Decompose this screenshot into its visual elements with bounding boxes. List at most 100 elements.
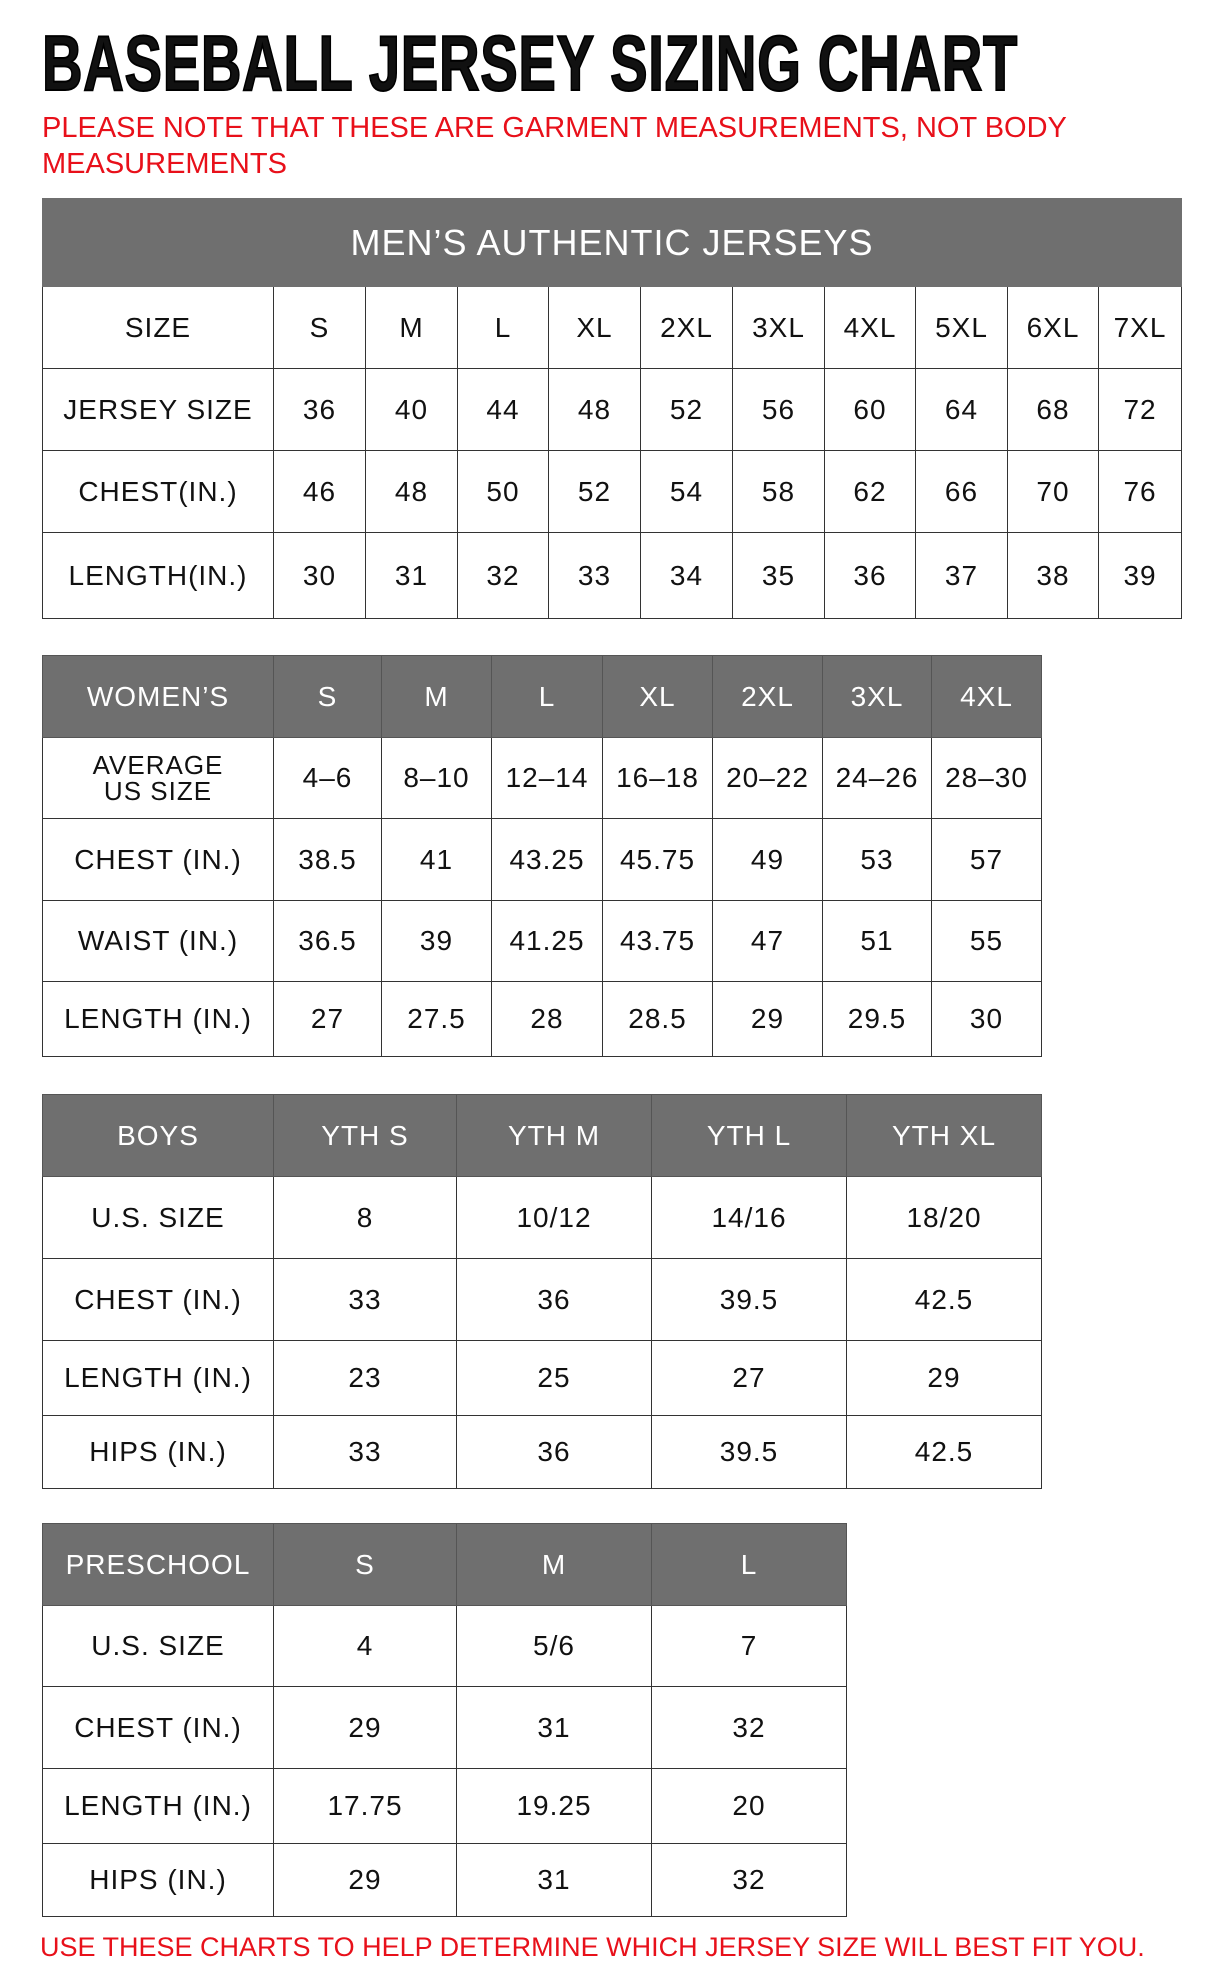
table-row: JERSEY SIZE 36 40 44 48 52 56 60 64 68 72 xyxy=(42,368,1183,451)
value-cell: 40 xyxy=(365,368,458,451)
header-size-cell: YTH S xyxy=(273,1094,457,1177)
value-cell: 68 xyxy=(1007,368,1099,451)
table-header-row: PRESCHOOL S M L xyxy=(42,1523,847,1606)
value-cell: 29 xyxy=(712,981,823,1057)
value-cell: 57 xyxy=(931,818,1042,901)
value-cell: 53 xyxy=(822,818,932,901)
header-size-cell: 4XL xyxy=(824,286,916,369)
value-cell: 49 xyxy=(712,818,823,901)
row-label-cell: CHEST (IN.) xyxy=(42,1258,274,1341)
table-header-row: SIZE S M L XL 2XL 3XL 4XL 5XL 6XL 7XL xyxy=(42,286,1183,369)
value-cell: 31 xyxy=(456,1843,652,1917)
header-size-cell: 2XL xyxy=(640,286,733,369)
value-cell: 32 xyxy=(651,1686,847,1769)
value-cell: 41.25 xyxy=(491,900,603,982)
table-row: LENGTH(IN.) 30 31 32 33 34 35 36 37 38 39 xyxy=(42,532,1183,619)
value-cell: 39 xyxy=(1097,532,1183,619)
value-cell: 39.5 xyxy=(651,1415,847,1489)
value-cell: 4–6 xyxy=(273,737,382,819)
value-cell: 24–26 xyxy=(822,737,932,819)
value-cell: 28 xyxy=(491,981,603,1057)
value-cell: 27 xyxy=(651,1340,847,1416)
header-size-cell: XL xyxy=(602,655,713,738)
value-cell: 70 xyxy=(1007,450,1099,533)
value-cell: 39 xyxy=(381,900,492,982)
value-cell: 66 xyxy=(915,450,1008,533)
row-label-cell: JERSEY SIZE xyxy=(42,368,274,451)
table-banner-title: MEN’S AUTHENTIC JERSEYS xyxy=(41,198,1183,287)
header-size-cell: 3XL xyxy=(822,655,932,738)
value-cell: 20–22 xyxy=(712,737,823,819)
value-cell: 43.75 xyxy=(602,900,713,982)
value-cell: 48 xyxy=(365,450,458,533)
value-cell: 27.5 xyxy=(381,981,492,1057)
mens-size-table: MEN’S AUTHENTIC JERSEYS SIZE S M L XL 2XL 3XL 4X… xyxy=(41,198,1183,619)
table-row: HIPS (IN.) 33 36 39.5 42.5 xyxy=(42,1415,1042,1489)
table-row: CHEST (IN.) 38.5 41 43.25 45.75 49 53 57 xyxy=(42,818,1042,901)
row-label-cell: LENGTH (IN.) xyxy=(42,1340,274,1416)
value-cell: 30 xyxy=(931,981,1042,1057)
table-row: CHEST (IN.) 33 36 39.5 42.5 xyxy=(42,1258,1042,1341)
value-cell: 43.25 xyxy=(491,818,603,901)
header-size-cell: 2XL xyxy=(712,655,823,738)
header-size-cell: 7XL xyxy=(1097,286,1183,369)
row-label-cell: LENGTH(IN.) xyxy=(42,532,274,619)
value-cell: 37 xyxy=(915,532,1008,619)
value-cell: 60 xyxy=(824,368,916,451)
header-size-cell: 4XL xyxy=(931,655,1042,738)
row-label-cell: LENGTH (IN.) xyxy=(42,1768,274,1844)
table-row: CHEST(IN.) 46 48 50 52 54 58 62 66 70 76 xyxy=(42,450,1183,533)
row-label-cell: HIPS (IN.) xyxy=(42,1415,274,1489)
value-cell: 28.5 xyxy=(602,981,713,1057)
row-label-cell: U.S. SIZE xyxy=(42,1605,274,1687)
value-cell: 34 xyxy=(640,532,733,619)
header-size-cell: M xyxy=(456,1523,652,1606)
value-cell: 28–30 xyxy=(931,737,1042,819)
value-cell: 38 xyxy=(1007,532,1099,619)
value-cell: 52 xyxy=(640,368,733,451)
table-row: LENGTH (IN.) 27 27.5 28 28.5 29 29.5 30 xyxy=(42,981,1042,1057)
table-row: U.S. SIZE 8 10/12 14/16 18/20 xyxy=(42,1176,1042,1259)
row-label-cell: HIPS (IN.) xyxy=(42,1843,274,1917)
header-size-cell: S xyxy=(273,1523,457,1606)
value-cell: 25 xyxy=(456,1340,652,1416)
header-size-cell: L xyxy=(457,286,549,369)
header-size-cell: 6XL xyxy=(1007,286,1099,369)
value-cell: 32 xyxy=(457,532,549,619)
header-size-cell: XL xyxy=(548,286,641,369)
header-size-cell: YTH XL xyxy=(846,1094,1042,1177)
row-label-cell: U.S. SIZE xyxy=(42,1176,274,1259)
header-size-cell: S xyxy=(273,286,366,369)
value-cell: 17.75 xyxy=(273,1768,457,1844)
garment-note-line1: PLEASE NOTE THAT THESE ARE GARMENT MEASU… xyxy=(42,112,1067,144)
value-cell: 31 xyxy=(456,1686,652,1769)
value-cell: 31 xyxy=(365,532,458,619)
value-cell: 29 xyxy=(273,1686,457,1769)
header-label-cell: SIZE xyxy=(42,286,274,369)
value-cell: 45.75 xyxy=(602,818,713,901)
table-row: WAIST (IN.) 36.5 39 41.25 43.75 47 51 55 xyxy=(42,900,1042,982)
value-cell: 5/6 xyxy=(456,1605,652,1687)
value-cell: 27 xyxy=(273,981,382,1057)
value-cell: 50 xyxy=(457,450,549,533)
value-cell: 19.25 xyxy=(456,1768,652,1844)
table-header-row: WOMEN’S S M L XL 2XL 3XL 4XL xyxy=(42,655,1042,738)
header-size-cell: S xyxy=(273,655,382,738)
table-row: HIPS (IN.) 29 31 32 xyxy=(42,1843,847,1917)
value-cell: 8 xyxy=(273,1176,457,1259)
value-cell: 12–14 xyxy=(491,737,603,819)
value-cell: 54 xyxy=(640,450,733,533)
value-cell: 36 xyxy=(824,532,916,619)
value-cell: 52 xyxy=(548,450,641,533)
row-label-cell: CHEST (IN.) xyxy=(42,818,274,901)
value-cell: 41 xyxy=(381,818,492,901)
value-cell: 51 xyxy=(822,900,932,982)
header-label-cell: WOMEN’S xyxy=(42,655,274,738)
value-cell: 33 xyxy=(273,1415,457,1489)
value-cell: 55 xyxy=(931,900,1042,982)
table-header-row: BOYS YTH S YTH M YTH L YTH XL xyxy=(42,1094,1042,1177)
table-row: CHEST (IN.) 29 31 32 xyxy=(42,1686,847,1769)
header-label-cell: BOYS xyxy=(42,1094,274,1177)
garment-note-line2: MEASUREMENTS xyxy=(42,148,287,180)
womens-size-table: WOMEN’S S M L XL 2XL 3XL 4XL AVERAGE US SIZE 4–6 8… xyxy=(42,655,1042,1057)
